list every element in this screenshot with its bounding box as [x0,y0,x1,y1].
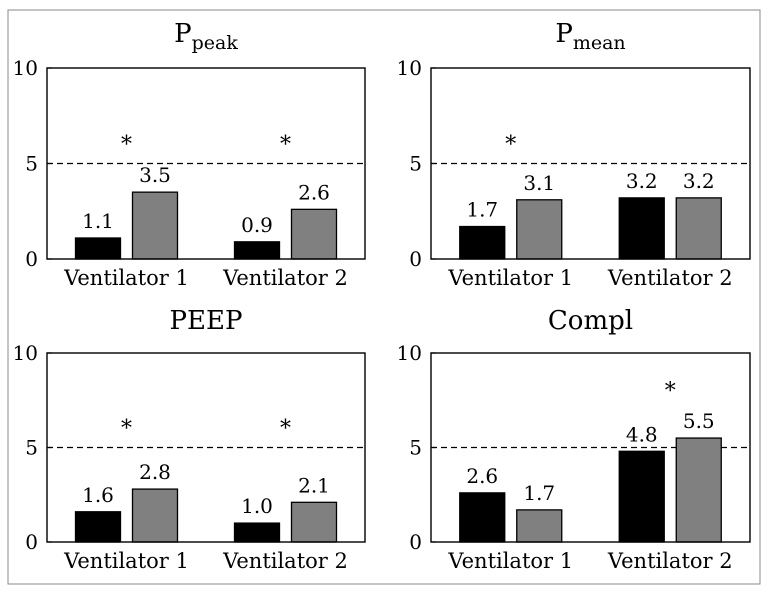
bar [618,450,665,543]
bar [131,488,179,543]
y-tick-label: 10 [13,341,38,365]
y-tick-label: 10 [397,341,422,365]
data-label: 2.6 [298,180,330,204]
significance-marker: * [121,133,132,158]
x-category-label: Ventilator 1 [447,549,573,573]
y-tick-label: 5 [25,152,38,176]
data-label: 3.1 [523,171,555,195]
plot-frame [430,352,751,543]
chart-title-main: PEEP [170,306,243,336]
bar [131,191,179,260]
chart-title: Ppeak [174,19,238,54]
data-label: 0.9 [241,213,273,237]
bar [516,199,563,260]
data-label: 4.8 [626,422,658,446]
chart-title-main: Compl [548,306,633,336]
data-label: 1.7 [523,481,555,505]
chart-title-subscript: mean [573,32,626,54]
x-category-label: Ventilator 1 [63,266,189,290]
y-tick-label: 5 [25,436,38,460]
plot-frame [46,67,366,260]
bar [459,492,506,543]
significance-marker: * [280,133,291,158]
x-category-label: Ventilator 2 [607,266,733,290]
significance-marker: * [665,379,676,404]
data-label: 1.7 [466,198,498,222]
x-category-label: Ventilator 1 [447,266,573,290]
bar [516,509,563,543]
data-label: 1.6 [82,483,114,507]
significance-marker: * [121,417,132,442]
bar [74,237,122,260]
plot-frame [46,352,366,543]
plot-frame [430,67,751,260]
chart-title: Compl [548,306,633,336]
y-tick-label: 5 [409,152,422,176]
chart-title-subscript: peak [192,32,239,54]
chart-title: Pmean [555,19,625,54]
x-category-label: Ventilator 2 [222,549,348,573]
data-label: 3.5 [139,163,171,187]
bar [618,197,665,260]
data-label: 1.1 [82,209,114,233]
bar [675,197,722,260]
bar [675,437,722,543]
data-label: 2.1 [298,473,330,497]
data-label: 2.6 [466,464,498,488]
significance-marker: * [505,133,516,158]
y-tick-label: 5 [409,436,422,460]
y-tick-label: 10 [13,56,38,80]
x-category-label: Ventilator 2 [222,266,348,290]
data-label: 2.8 [139,460,171,484]
chart-title: PEEP [170,306,243,336]
bar [290,501,338,543]
x-category-label: Ventilator 1 [63,549,189,573]
data-label: 3.2 [683,169,715,193]
x-category-label: Ventilator 2 [607,549,733,573]
y-tick-label: 0 [25,247,38,271]
y-tick-label: 0 [409,247,422,271]
chart-title-main: P [174,19,192,49]
y-tick-label: 10 [397,56,422,80]
y-tick-label: 0 [409,530,422,554]
data-label: 3.2 [626,169,658,193]
data-label: 5.5 [683,409,715,433]
bar [233,522,281,543]
bar [233,241,281,260]
y-tick-label: 0 [25,530,38,554]
data-label: 1.0 [241,494,273,518]
bar [290,208,338,260]
bar [74,511,122,543]
significance-marker: * [280,417,291,442]
bar [459,225,506,260]
chart-title-main: P [555,19,573,49]
